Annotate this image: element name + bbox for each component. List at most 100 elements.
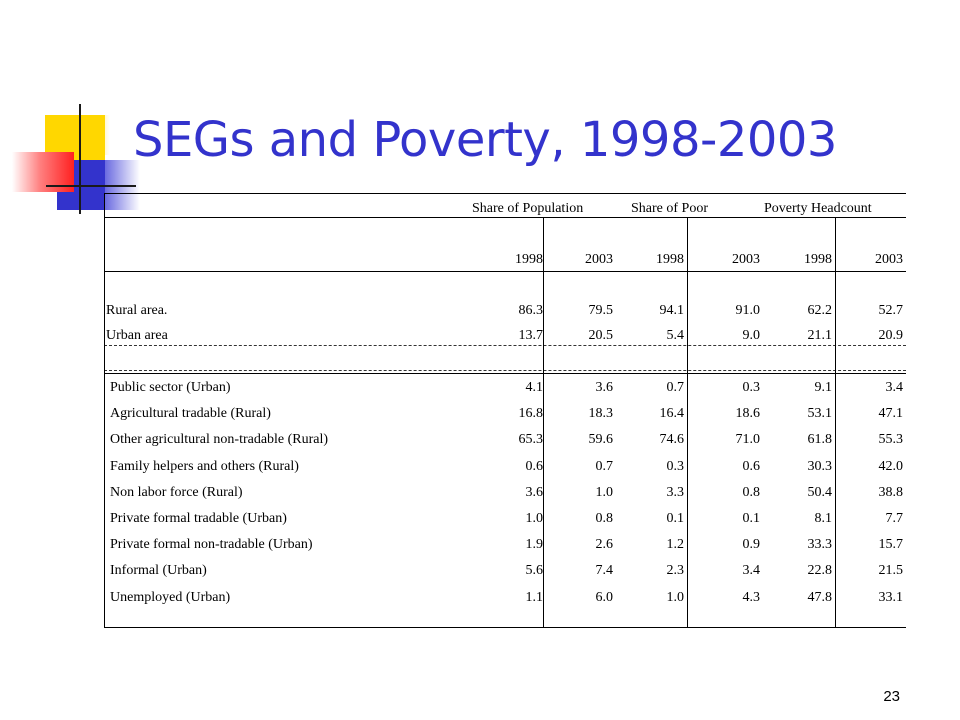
table-cell: 59.6 — [588, 432, 614, 447]
decorative-horizontal-line — [46, 185, 136, 187]
table-cell: 38.8 — [878, 485, 904, 500]
table-cell: 15.7 — [878, 537, 904, 552]
table-cell: 2.3 — [666, 563, 685, 578]
table-cell: 0.3 — [666, 459, 685, 474]
table-cell: 0.1 — [742, 511, 761, 526]
table-cell: 86.3 — [518, 303, 544, 318]
table-cell: 3.4 — [885, 380, 904, 395]
table-top-border — [104, 193, 906, 194]
table-cell: 1.0 — [525, 511, 544, 526]
header-divider — [104, 217, 906, 218]
table-cell: 0.6 — [525, 459, 544, 474]
data-table: Share of Population Share of Poor Poverty … — [104, 193, 906, 628]
row-label: Private formal tradable (Urban) — [110, 511, 287, 526]
table-cell: 7.4 — [595, 563, 614, 578]
column-divider — [835, 217, 836, 628]
table-cell: 62.2 — [807, 303, 833, 318]
table-cell: 0.6 — [742, 459, 761, 474]
table-cell: 0.9 — [742, 537, 761, 552]
table-cell: 79.5 — [588, 303, 614, 318]
table-cell: 21.1 — [807, 328, 833, 343]
year-header: 1998 — [515, 252, 543, 267]
row-label: Agricultural tradable (Rural) — [110, 406, 271, 421]
table-cell: 42.0 — [878, 459, 904, 474]
row-label: Non labor force (Rural) — [110, 485, 243, 500]
group-header: Share of Population — [472, 201, 584, 216]
table-cell: 33.3 — [807, 537, 833, 552]
table-cell: 2.6 — [595, 537, 614, 552]
table-cell: 61.8 — [807, 432, 833, 447]
table-cell: 1.0 — [666, 590, 685, 605]
row-label: Informal (Urban) — [110, 563, 207, 578]
table-cell: 1.1 — [525, 590, 544, 605]
table-cell: 47.1 — [878, 406, 904, 421]
row-label: Urban area — [106, 328, 168, 343]
section-divider — [104, 373, 906, 374]
table-cell: 94.1 — [659, 303, 685, 318]
table-cell: 0.8 — [595, 511, 614, 526]
table-cell: 20.5 — [588, 328, 614, 343]
table-cell: 0.7 — [666, 380, 685, 395]
seg-section-dashed-divider — [104, 370, 906, 371]
table-cell: 33.1 — [878, 590, 904, 605]
slide-title: SEGs and Poverty, 1998-2003 — [133, 112, 837, 168]
table-cell: 3.3 — [666, 485, 685, 500]
row-label: Rural area. — [106, 303, 168, 318]
row-label: Public sector (Urban) — [110, 380, 231, 395]
page-number: 23 — [883, 688, 900, 705]
table-cell: 18.6 — [735, 406, 761, 421]
table-cell: 5.4 — [666, 328, 685, 343]
table-cell: 4.1 — [525, 380, 544, 395]
table-cell: 3.4 — [742, 563, 761, 578]
table-cell: 16.4 — [659, 406, 685, 421]
table-cell: 91.0 — [735, 303, 761, 318]
year-header: 2003 — [585, 252, 613, 267]
table-cell: 0.3 — [742, 380, 761, 395]
table-left-border — [104, 193, 105, 628]
decorative-yellow-fade — [80, 115, 110, 155]
table-cell: 22.8 — [807, 563, 833, 578]
table-cell: 52.7 — [878, 303, 904, 318]
table-cell: 3.6 — [525, 485, 544, 500]
year-header: 2003 — [875, 252, 903, 267]
table-cell: 55.3 — [878, 432, 904, 447]
table-cell: 9.1 — [814, 380, 833, 395]
table-cell: 16.8 — [518, 406, 544, 421]
table-cell: 65.3 — [518, 432, 544, 447]
table-cell: 53.1 — [807, 406, 833, 421]
row-label: Unemployed (Urban) — [110, 590, 231, 605]
table-cell: 0.7 — [595, 459, 614, 474]
table-cell: 50.4 — [807, 485, 833, 500]
decorative-vertical-line — [79, 104, 81, 214]
column-divider — [543, 217, 544, 628]
table-cell: 1.2 — [666, 537, 685, 552]
table-cell: 30.3 — [807, 459, 833, 474]
table-cell: 6.0 — [595, 590, 614, 605]
table-cell: 13.7 — [518, 328, 544, 343]
area-section-dashed-divider — [104, 345, 906, 346]
row-label: Private formal non-tradable (Urban) — [110, 537, 313, 552]
year-header: 1998 — [656, 252, 684, 267]
year-header: 1998 — [804, 252, 832, 267]
column-divider — [104, 345, 105, 373]
table-cell: 4.3 — [742, 590, 761, 605]
table-cell: 18.3 — [588, 406, 614, 421]
group-header: Poverty Headcount — [764, 201, 872, 216]
year-header: 2003 — [732, 252, 760, 267]
table-cell: 21.5 — [878, 563, 904, 578]
table-cell: 1.9 — [525, 537, 544, 552]
table-bottom-border — [104, 627, 906, 628]
table-cell: 0.8 — [742, 485, 761, 500]
table-cell: 74.6 — [659, 432, 685, 447]
row-label: Other agricultural non-tradable (Rural) — [110, 432, 329, 447]
group-header: Share of Poor — [631, 201, 708, 216]
year-header-divider — [104, 271, 906, 272]
table-cell: 1.0 — [595, 485, 614, 500]
table-cell: 47.8 — [807, 590, 833, 605]
row-label: Family helpers and others (Rural) — [110, 459, 299, 474]
table-cell: 0.1 — [666, 511, 685, 526]
table-cell: 9.0 — [742, 328, 761, 343]
table-cell: 8.1 — [814, 511, 833, 526]
table-cell: 7.7 — [885, 511, 904, 526]
table-cell: 5.6 — [525, 563, 544, 578]
